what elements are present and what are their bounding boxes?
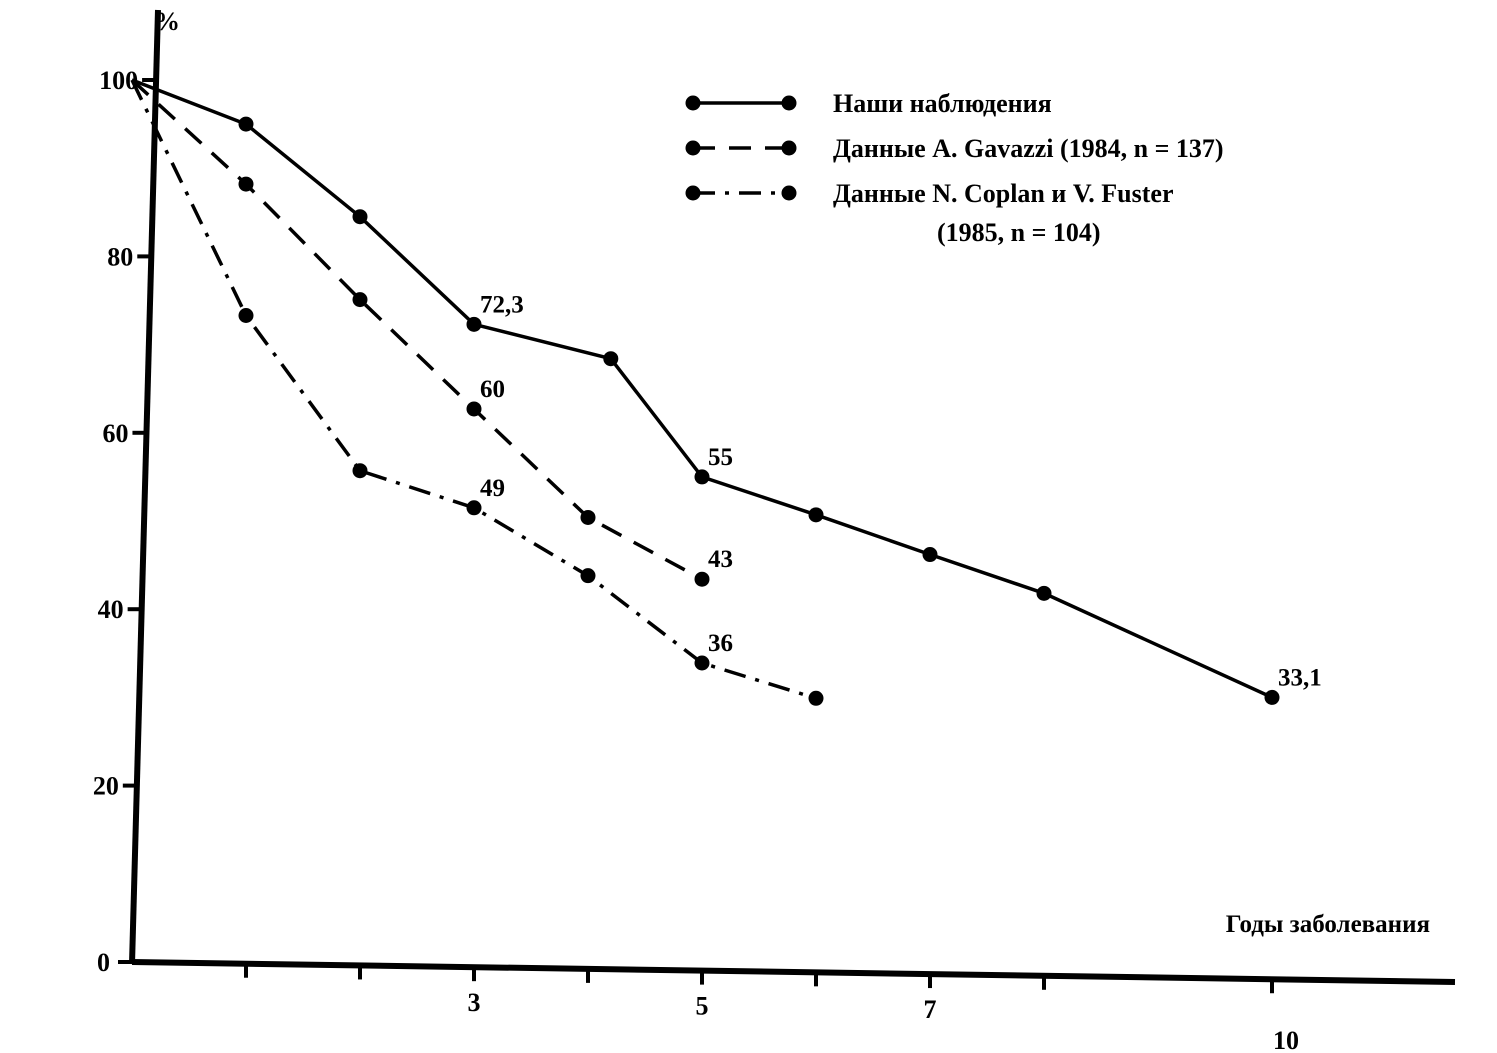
y-tick-label: 40 — [98, 595, 124, 624]
series-layer — [130, 78, 1280, 706]
y-axis-unit-label: % — [154, 7, 180, 36]
data-labels: 72,3 55 33,1 60 43 49 36 — [480, 291, 1322, 691]
data-point-series-2 — [694, 571, 710, 587]
data-label-series-3: 49 — [480, 475, 505, 502]
series-line-1 — [131, 78, 1273, 699]
series-line-2 — [130, 78, 703, 581]
legend-swatch-dot — [685, 95, 701, 111]
y-tick-label: 60 — [102, 419, 128, 448]
data-point-series-3 — [694, 655, 710, 671]
data-label-series-3: 36 — [708, 630, 733, 657]
data-point-series-1 — [1264, 689, 1280, 705]
series-line-3 — [130, 79, 817, 700]
data-point-series-3 — [466, 500, 482, 516]
y-tick-label: 20 — [93, 772, 119, 801]
data-point-series-3 — [238, 307, 254, 323]
y-tick-label: 0 — [97, 948, 110, 977]
legend-swatch-dot — [781, 140, 797, 156]
data-point-series-2 — [466, 401, 482, 417]
legend-swatch-dot — [781, 95, 797, 111]
data-point-series-1 — [922, 547, 938, 563]
data-point-series-3 — [580, 568, 596, 584]
legend-label-3-line2: (1985, n = 104) — [937, 218, 1101, 247]
data-point-series-1 — [694, 469, 710, 485]
legend: Наши наблюдения Данные A. Gavazzi (1984, … — [685, 89, 1224, 247]
data-point-series-1 — [466, 316, 482, 332]
legend-label-3: Данные N. Coplan и V. Fuster — [833, 179, 1174, 208]
data-point-series-1 — [238, 116, 254, 132]
data-point-series-1 — [603, 351, 619, 367]
x-tick-label: 10 — [1273, 1026, 1299, 1053]
data-point-series-2 — [238, 176, 254, 192]
data-point-series-1 — [1036, 585, 1052, 601]
y-axis-line — [129, 9, 161, 965]
data-label-series-1: 72,3 — [480, 291, 524, 318]
y-tick-label: 80 — [107, 242, 133, 271]
data-point-series-1 — [352, 209, 368, 225]
x-axis-line — [131, 959, 1456, 985]
x-tick-label: 3 — [468, 988, 481, 1017]
data-label-series-2: 43 — [708, 546, 733, 573]
data-label-series-1: 55 — [708, 444, 733, 471]
data-label-series-2: 60 — [480, 376, 505, 403]
legend-label-2: Данные A. Gavazzi (1984, n = 137) — [833, 134, 1224, 163]
data-point-series-2 — [352, 292, 368, 308]
legend-swatch-dot — [685, 140, 701, 156]
legend-label-1: Наши наблюдения — [833, 89, 1052, 118]
data-label-series-1: 33,1 — [1278, 664, 1322, 691]
data-point-series-3 — [808, 690, 824, 706]
legend-swatch-dot — [781, 185, 797, 201]
data-point-series-2 — [580, 509, 596, 525]
x-tick-label: 7 — [924, 995, 937, 1024]
legend-swatch-dot — [685, 185, 701, 201]
data-point-series-1 — [808, 507, 824, 523]
data-point-series-3 — [352, 463, 368, 479]
x-axis-title: Годы заболевания — [1226, 911, 1430, 938]
x-tick-label: 5 — [696, 992, 709, 1021]
